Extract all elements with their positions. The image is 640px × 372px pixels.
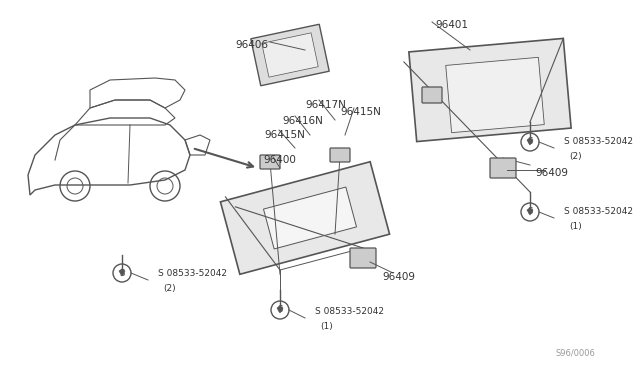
Polygon shape <box>527 138 533 145</box>
Polygon shape <box>409 38 571 142</box>
Text: (1): (1) <box>569 221 582 231</box>
Text: 96400: 96400 <box>263 155 296 165</box>
Text: (2): (2) <box>163 283 175 292</box>
Text: S: S <box>277 305 283 314</box>
Polygon shape <box>277 306 283 313</box>
FancyBboxPatch shape <box>490 158 516 178</box>
Text: 96406: 96406 <box>235 40 268 50</box>
Polygon shape <box>527 208 533 215</box>
FancyBboxPatch shape <box>260 155 280 169</box>
Text: S 08533-52042: S 08533-52042 <box>564 208 633 217</box>
Polygon shape <box>264 187 356 249</box>
Text: 96409: 96409 <box>535 168 568 178</box>
FancyBboxPatch shape <box>422 87 442 103</box>
Text: S: S <box>527 208 532 217</box>
Text: S96/0006: S96/0006 <box>555 349 595 358</box>
Text: (1): (1) <box>320 321 333 330</box>
Polygon shape <box>220 162 390 274</box>
FancyBboxPatch shape <box>350 248 376 268</box>
Text: S 08533-52042: S 08533-52042 <box>158 269 227 279</box>
Text: 96409: 96409 <box>382 272 415 282</box>
Text: 96417N: 96417N <box>305 100 346 110</box>
Text: 96401: 96401 <box>435 20 468 30</box>
Text: S 08533-52042: S 08533-52042 <box>564 138 633 147</box>
Text: 96415N: 96415N <box>340 107 381 117</box>
Text: S 08533-52042: S 08533-52042 <box>315 308 384 317</box>
Polygon shape <box>445 57 544 133</box>
Text: S: S <box>527 138 532 147</box>
Text: 96416N: 96416N <box>282 116 323 126</box>
Polygon shape <box>119 269 125 276</box>
Text: (2): (2) <box>569 151 582 160</box>
FancyBboxPatch shape <box>330 148 350 162</box>
Polygon shape <box>262 33 318 77</box>
Text: 96415N: 96415N <box>264 130 305 140</box>
Polygon shape <box>251 24 329 86</box>
Text: S: S <box>119 269 125 278</box>
